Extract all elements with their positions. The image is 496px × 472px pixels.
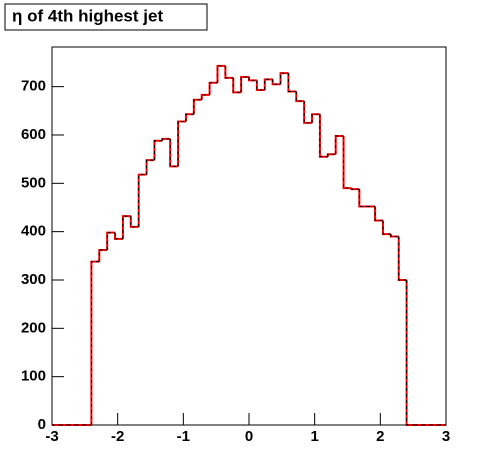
hist-overlay — [311, 113, 320, 123]
hist-step — [255, 80, 265, 92]
hist-step — [381, 220, 391, 236]
hist-step — [90, 260, 100, 425]
hist-step — [153, 139, 163, 161]
hist-overlay — [130, 216, 139, 228]
hist-overlay — [350, 188, 360, 190]
hist-overlay — [248, 76, 257, 81]
hist-overlay — [106, 232, 116, 251]
hist-overlay — [224, 65, 234, 79]
hist-step — [405, 279, 415, 426]
x-tick-label: -3 — [45, 428, 58, 445]
hist-step — [287, 73, 297, 93]
hist-overlay — [295, 91, 305, 102]
x-tick-label: 1 — [310, 428, 318, 445]
x-tick-label: 3 — [442, 428, 450, 445]
hist-overlay — [153, 140, 163, 161]
hist-step — [271, 79, 281, 86]
y-tick-label: 500 — [21, 174, 46, 191]
hist-step — [106, 231, 116, 251]
y-tick-label: 0 — [38, 416, 46, 433]
hist-step — [177, 120, 186, 167]
hist-overlay — [161, 138, 171, 141]
hist-overlay — [272, 79, 281, 85]
hist-overlay — [90, 261, 100, 425]
hist-overlay — [343, 135, 352, 189]
hist-overlay — [177, 120, 186, 167]
y-tick-label: 300 — [21, 271, 46, 288]
y-tick-label: 200 — [21, 319, 46, 336]
hist-overlay — [335, 135, 344, 155]
x-tick-label: 0 — [245, 428, 253, 445]
hist-overlay — [358, 189, 368, 208]
hist-step — [137, 173, 147, 227]
hist-overlay — [232, 77, 242, 93]
plot-frame — [51, 46, 447, 426]
hist-overlay — [98, 249, 108, 262]
hist-overlay — [390, 234, 399, 237]
hist-step — [145, 159, 155, 175]
title-box — [4, 3, 208, 31]
hist-overlay — [303, 101, 313, 124]
hist-step — [129, 216, 139, 228]
hist-step — [240, 75, 249, 93]
hist-step — [295, 91, 305, 103]
hist-step — [98, 249, 108, 262]
hist-step — [279, 72, 289, 85]
y-tick-label: 100 — [21, 368, 46, 385]
hist-overlay — [146, 159, 155, 175]
hist-step — [374, 206, 383, 222]
hist-step — [216, 64, 226, 83]
hist-overlay — [185, 113, 194, 122]
chart-title: η of 4th highest jet — [12, 6, 163, 25]
hist-step — [318, 114, 328, 158]
hist-overlay — [264, 78, 273, 91]
hist-overlay — [398, 236, 407, 281]
hist-step — [358, 189, 368, 208]
hist-step — [169, 138, 179, 168]
hist-overlay — [374, 206, 383, 222]
y-tick-label: 700 — [21, 78, 46, 95]
hist-step — [263, 78, 273, 91]
hist-step — [342, 135, 352, 190]
hist-step — [192, 98, 202, 115]
hist-overlay — [240, 76, 249, 93]
hist-step — [334, 134, 344, 155]
hist-overlay — [280, 72, 289, 85]
y-tick-label: 400 — [21, 223, 46, 240]
hist-step — [114, 232, 123, 240]
hist-step — [208, 81, 218, 95]
hist-step — [303, 101, 313, 124]
hist-overlay — [382, 220, 391, 235]
hist-overlay — [256, 80, 265, 91]
hist-step — [248, 76, 257, 82]
x-tick-label: 2 — [376, 428, 384, 445]
hist-overlay — [201, 94, 210, 100]
hist-step — [184, 113, 194, 122]
hist-overlay — [216, 65, 226, 83]
hist-overlay — [114, 232, 123, 240]
hist-step — [311, 113, 320, 123]
hist-step — [121, 215, 131, 239]
hist-overlay — [327, 153, 336, 157]
hist-overlay — [287, 73, 297, 92]
hist-step — [224, 65, 234, 79]
hist-overlay — [406, 279, 415, 426]
hist-overlay — [138, 174, 147, 227]
y-tick-label: 600 — [21, 126, 46, 143]
hist-overlay — [209, 82, 218, 95]
hist-overlay — [122, 215, 131, 239]
hist-overlay — [193, 99, 202, 115]
x-tick-label: -1 — [177, 428, 190, 445]
x-tick-label: -2 — [111, 428, 124, 445]
hist-overlay — [169, 138, 179, 167]
hist-step — [232, 77, 242, 94]
hist-overlay — [319, 114, 328, 158]
hist-step — [397, 236, 407, 281]
hist-step — [200, 93, 210, 100]
